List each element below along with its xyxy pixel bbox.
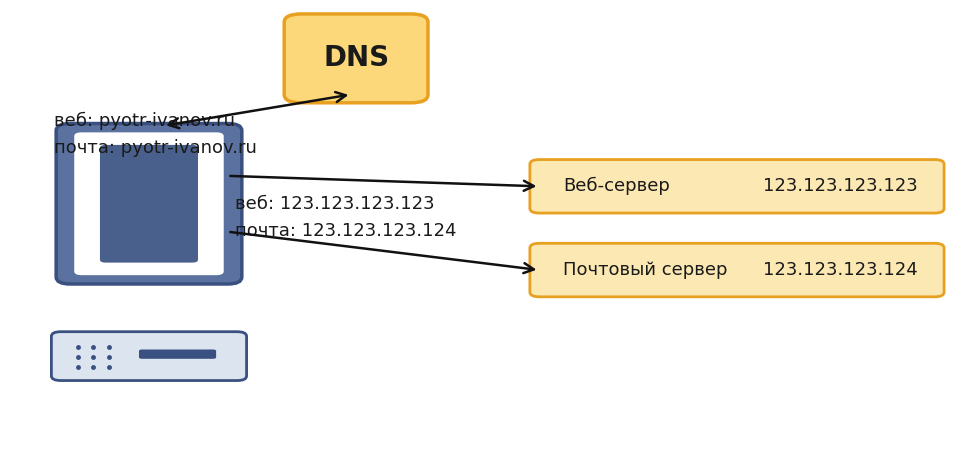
FancyBboxPatch shape — [530, 243, 944, 297]
Text: Почтовый сервер: Почтовый сервер — [563, 261, 728, 279]
Text: 123.123.123.123: 123.123.123.123 — [763, 177, 918, 195]
Text: веб: 123.123.123.123
почта: 123.123.123.124: веб: 123.123.123.123 почта: 123.123.123.… — [235, 195, 456, 240]
Text: 123.123.123.124: 123.123.123.124 — [763, 261, 918, 279]
FancyBboxPatch shape — [56, 124, 242, 284]
Text: DNS: DNS — [323, 44, 389, 73]
FancyBboxPatch shape — [530, 160, 944, 213]
FancyBboxPatch shape — [74, 132, 223, 275]
FancyBboxPatch shape — [285, 14, 428, 103]
FancyBboxPatch shape — [139, 350, 216, 359]
FancyBboxPatch shape — [100, 145, 198, 263]
Text: веб: pyotr-ivanov.ru
почта: pyotr-ivanov.ru: веб: pyotr-ivanov.ru почта: pyotr-ivanov… — [53, 111, 257, 157]
Text: Веб-сервер: Веб-сервер — [563, 177, 670, 196]
FancyBboxPatch shape — [52, 332, 246, 380]
